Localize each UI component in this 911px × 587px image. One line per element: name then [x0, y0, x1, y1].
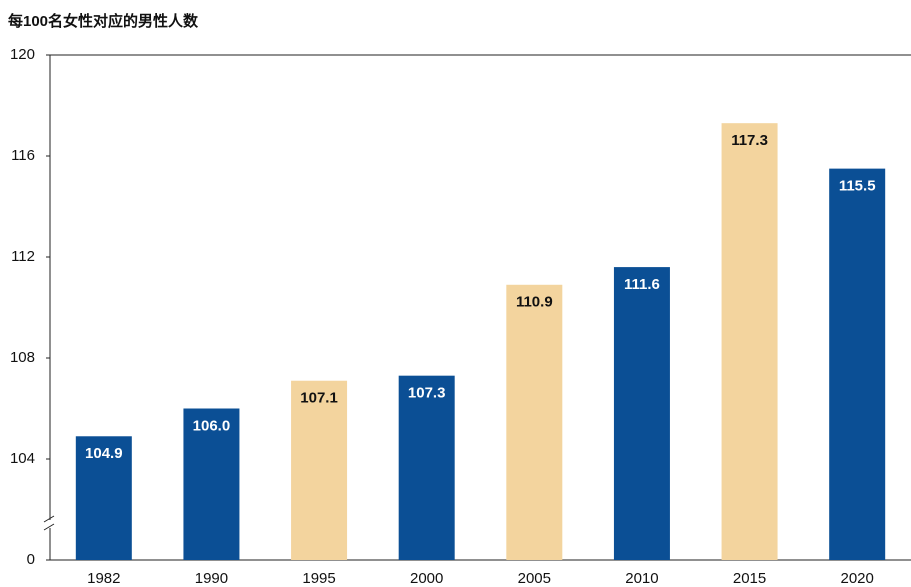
y-tick-label: 104 [10, 450, 35, 467]
y-tick-label: 112 [11, 248, 35, 265]
y-tick-label: 116 [11, 147, 35, 164]
x-tick-label: 2015 [733, 570, 766, 587]
x-tick-label: 1990 [195, 570, 228, 587]
value-label: 111.6 [624, 276, 660, 293]
value-label: 104.9 [85, 445, 123, 462]
axis-break [43, 523, 55, 531]
chart-title: 每100名女性对应的男性人数 [8, 12, 199, 30]
x-tick-label: 2020 [841, 570, 874, 587]
x-tick-label: 2000 [410, 570, 443, 587]
value-label: 110.9 [516, 294, 553, 311]
bar [183, 408, 240, 560]
bar [75, 436, 132, 560]
axis-break-gap [44, 520, 56, 528]
y-tick-label: 120 [10, 46, 35, 63]
y-tick-label: 0 [27, 551, 35, 568]
bar [613, 267, 670, 560]
value-label: 107.1 [300, 390, 338, 407]
x-tick-label: 1982 [87, 570, 120, 587]
x-tick-label: 2010 [625, 570, 658, 587]
y-tick-label: 108 [10, 349, 35, 366]
x-tick-label: 1995 [302, 570, 335, 587]
value-label: 106.0 [193, 417, 231, 434]
x-tick-label: 2005 [518, 570, 551, 587]
value-label: 115.5 [839, 178, 876, 195]
bar [721, 123, 778, 561]
bar [506, 284, 563, 560]
value-label: 117.3 [731, 132, 768, 149]
axis-break [43, 515, 55, 523]
bar [829, 168, 886, 560]
bar [291, 380, 348, 560]
value-label: 107.3 [408, 385, 446, 402]
bar [398, 375, 455, 560]
